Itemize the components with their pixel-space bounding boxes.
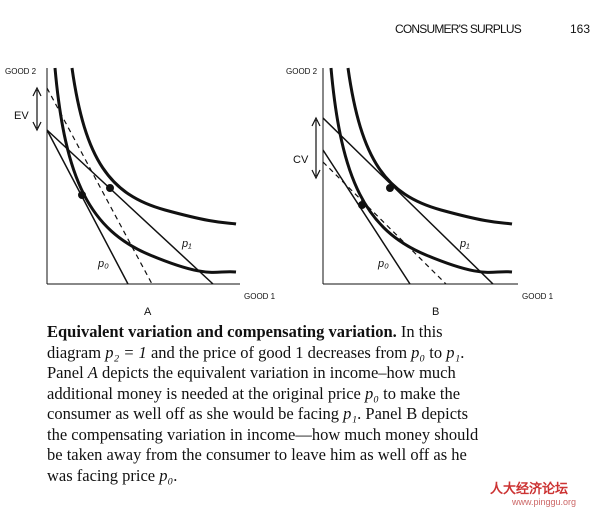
caption-text: to: [425, 342, 447, 362]
caption-text: depicts the equivalent variation in inco…: [97, 363, 456, 382]
x-axis-label: GOOD 1: [244, 292, 276, 301]
panel-label: B: [432, 306, 439, 318]
watermark: 人大经济论坛 www.pinggu.org: [490, 478, 576, 507]
caption-math: p₂ = 1: [105, 342, 147, 362]
watermark-name: 人大经济论坛: [490, 481, 569, 496]
running-title: CONSUMER'S SURPLUS: [395, 22, 522, 36]
caption-math: p₁: [343, 404, 358, 423]
measure-label: EV: [14, 110, 29, 122]
caption-text: was facing price: [47, 465, 160, 485]
caption-text: .: [460, 342, 465, 362]
caption: Equivalent variation and compensating va…: [47, 322, 587, 486]
caption-text: In this: [396, 322, 443, 341]
panel-label: A: [144, 306, 152, 318]
x-axis-label: GOOD 1: [522, 292, 554, 301]
caption-text: . Panel B depicts: [357, 404, 469, 423]
caption-text: the compensating variation in income—how…: [47, 424, 479, 444]
caption-math: p₀: [411, 342, 426, 362]
caption-text: to make the: [378, 383, 461, 403]
panel-a: [32, 67, 240, 285]
caption-text: .: [173, 465, 178, 485]
watermark-url: www.pinggu.org: [512, 497, 577, 507]
line-label: p₀: [97, 258, 109, 270]
figure: CONSUMER'S SURPLUS 163 GOOD 2 GOOD 1 EV …: [5, 22, 590, 318]
line-label: p₁: [459, 238, 470, 250]
caption-math: A: [87, 363, 98, 382]
line-label: p₀: [377, 258, 389, 270]
page-number: 163: [570, 22, 590, 36]
caption-text: consumer as well off as she would be fac…: [47, 404, 344, 423]
panel-b: [311, 67, 518, 285]
line-label: p₁: [181, 238, 192, 250]
caption-text: Panel: [47, 363, 88, 382]
caption-text: diagram: [47, 342, 106, 362]
caption-math: p₁: [446, 342, 461, 362]
caption-title: Equivalent variation and compensating va…: [47, 322, 397, 341]
measure-label: CV: [293, 154, 309, 166]
caption-text: additional money is needed at the origin…: [47, 383, 365, 403]
caption-math: p₀: [159, 465, 174, 485]
y-axis-label: GOOD 2: [286, 67, 318, 76]
caption-math: p₀: [364, 383, 379, 403]
caption-text: and the price of good 1 decreases from: [146, 342, 412, 362]
caption-text: be taken away from the consumer to leave…: [47, 445, 467, 464]
y-axis-label: GOOD 2: [5, 67, 37, 76]
